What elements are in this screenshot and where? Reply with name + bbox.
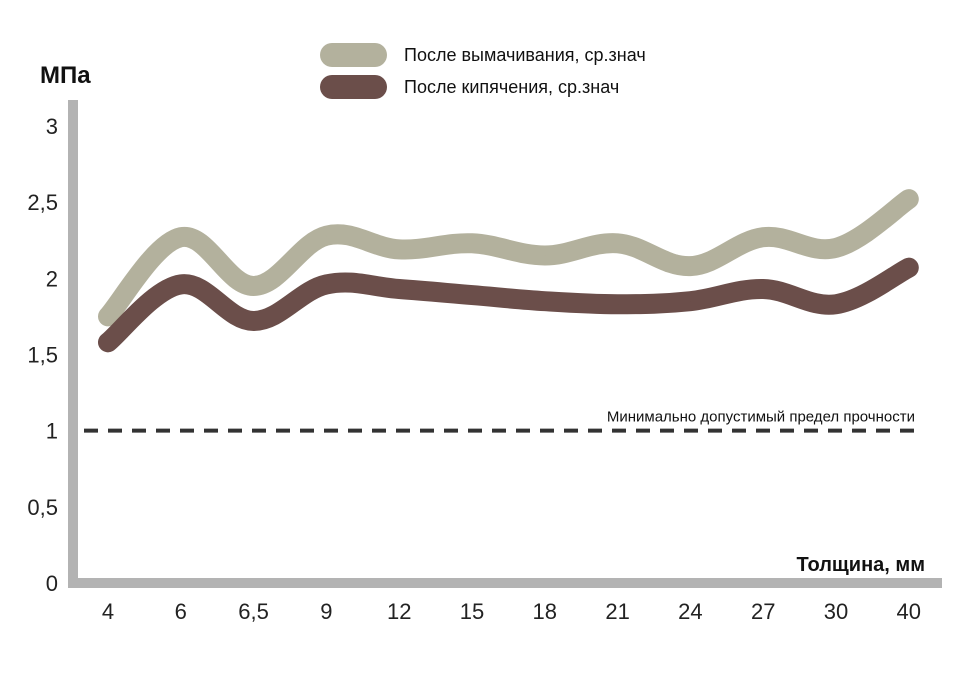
- y-tick-label: 1,5: [27, 343, 58, 368]
- data-point: [180, 236, 182, 238]
- data-point: [253, 285, 255, 287]
- data-point: [180, 283, 182, 285]
- data-point: [325, 283, 327, 285]
- x-axis-title: Толщина, мм: [797, 554, 925, 576]
- data-point: [107, 341, 109, 343]
- x-tick-label: 40: [897, 599, 921, 624]
- data-point: [835, 247, 837, 249]
- series-layer: [98, 189, 919, 353]
- data-point: [107, 315, 109, 317]
- x-tick-label: 30: [824, 599, 848, 624]
- data-point: [544, 254, 546, 256]
- data-point: [908, 267, 910, 269]
- data-point: [471, 294, 473, 296]
- y-tick-label: 2: [46, 266, 58, 291]
- x-tick-label: 6,5: [238, 599, 269, 624]
- x-tick-labels: 4 6 6,5 9 12 15 18 21 24 27 30 40: [102, 599, 921, 624]
- y-tick-label: 2,5: [27, 190, 58, 215]
- x-tick-label: 9: [320, 599, 332, 624]
- y-tick-label: 3: [46, 114, 58, 139]
- y-tick-label: 1: [46, 419, 58, 444]
- series-line-2: [98, 257, 919, 353]
- data-point: [617, 242, 619, 244]
- x-tick-label: 24: [678, 599, 702, 624]
- axes: [68, 100, 942, 588]
- data-point: [689, 300, 691, 302]
- x-tick-label: 15: [460, 599, 484, 624]
- data-point: [471, 242, 473, 244]
- data-point: [908, 198, 910, 200]
- data-point: [689, 265, 691, 267]
- y-tick-label: 0,5: [27, 495, 58, 520]
- legend-label: После кипячения, ср.знач: [404, 77, 619, 97]
- x-tick-label: 4: [102, 599, 114, 624]
- y-tick-labels: 0 0,5 1 1,5 2 2,5 3: [27, 114, 58, 596]
- data-point: [253, 320, 255, 322]
- x-tick-label: 12: [387, 599, 411, 624]
- data-point: [325, 235, 327, 237]
- data-point: [762, 288, 764, 290]
- data-point: [398, 248, 400, 250]
- data-point: [762, 236, 764, 238]
- legend: После вымачивания, ср.знач После кипячени…: [320, 43, 646, 99]
- series-line-1: [98, 189, 919, 327]
- x-tick-label: 27: [751, 599, 775, 624]
- x-tick-label: 6: [175, 599, 187, 624]
- y-tick-label: 0: [46, 571, 58, 596]
- x-tick-label: 21: [605, 599, 629, 624]
- x-tick-label: 18: [533, 599, 557, 624]
- data-point: [398, 288, 400, 290]
- reference-line-label: Минимально допустимый предел прочности: [607, 409, 915, 426]
- legend-label: После вымачивания, ср.знач: [404, 45, 646, 65]
- y-axis-title: МПа: [40, 62, 91, 89]
- data-point: [835, 303, 837, 305]
- data-point: [617, 303, 619, 305]
- reference-layer: Минимально допустимый предел прочности: [84, 409, 915, 433]
- data-point: [544, 300, 546, 302]
